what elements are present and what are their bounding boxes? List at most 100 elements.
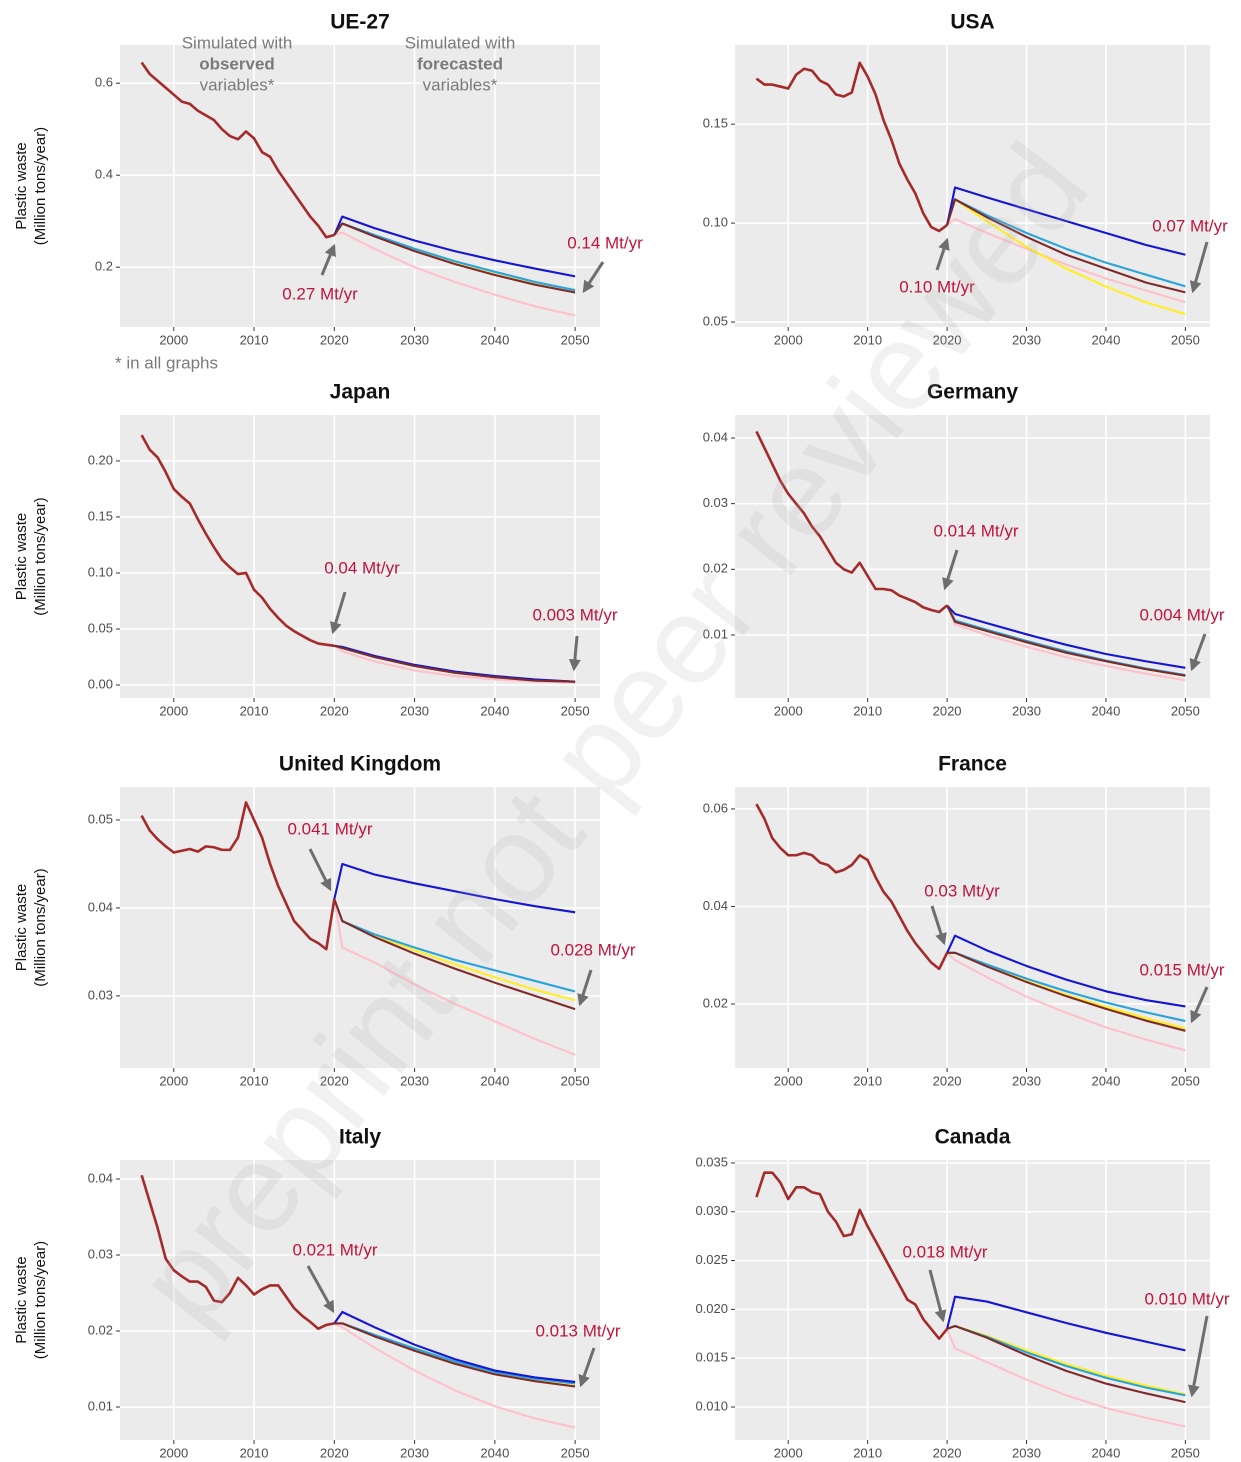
y-tick-label: 0.05: [703, 313, 728, 328]
x-tick-label: 2000: [159, 1073, 188, 1088]
series-line: [334, 644, 576, 683]
x-tick-label: 2040: [480, 1073, 509, 1088]
series-line: [946, 1328, 1186, 1428]
series-line: [755, 803, 949, 971]
x-tick-label: 2020: [320, 1445, 349, 1460]
annotation: 0.004 Mt/yr: [1139, 605, 1224, 624]
annotation: 0.015 Mt/yr: [1139, 960, 1224, 979]
annotation: 0.14 Mt/yr: [567, 233, 643, 252]
y-tick-label: 0.02: [88, 1322, 113, 1337]
x-tick-label: 2040: [1091, 703, 1120, 718]
x-tick-label: 2050: [561, 703, 590, 718]
series-line: [140, 801, 336, 951]
y-axis-label: Plastic waste: [13, 884, 30, 972]
x-tick-label: 2000: [774, 1445, 803, 1460]
x-tick-label: 2050: [561, 1073, 590, 1088]
y-axis-label: Plastic waste: [13, 142, 30, 230]
y-tick-label: 0.020: [695, 1301, 728, 1316]
y-tick-label: 0.20: [88, 452, 113, 467]
annotation: 0.27 Mt/yr: [282, 284, 358, 303]
series-line: [334, 1322, 576, 1388]
y-tick-label: 0.010: [695, 1398, 728, 1413]
period-note: variables*: [200, 75, 275, 94]
x-tick-label: 2020: [320, 1073, 349, 1088]
y-tick-label: 0.6: [95, 75, 113, 90]
annotation-arrow: [320, 243, 336, 276]
panel: 0.010 0.015 0.020 0.025 0.030 0.035 2000 2010 20…: [695, 1126, 1229, 1461]
y-axis-label: (Million tons/year): [32, 868, 49, 986]
chart-title: Canada: [935, 1126, 1011, 1149]
y-tick-label: 0.015: [695, 1350, 728, 1365]
annotation-arrow: [582, 261, 605, 294]
series-line: [333, 1310, 576, 1383]
x-tick-label: 2040: [480, 703, 509, 718]
x-tick-label: 2040: [1091, 1445, 1120, 1460]
annotation: 0.003 Mt/yr: [532, 605, 617, 624]
period-note: Simulated with: [182, 33, 293, 52]
series-line: [947, 951, 1186, 1032]
annotation: 0.013 Mt/yr: [535, 1321, 620, 1340]
annotation-arrow: [306, 1265, 335, 1314]
y-tick-label: 0.10: [703, 215, 728, 230]
series-line: [333, 898, 576, 1011]
series-line: [946, 952, 1186, 1052]
series-line: [946, 934, 1186, 1008]
x-tick-label: 2020: [933, 332, 962, 347]
annotation-arrow: [930, 905, 947, 946]
annotation-arrow: [577, 969, 593, 1007]
y-tick-label: 0.05: [88, 811, 113, 826]
panel: 0.2 0.4 0.6 2000 2010 2020 2030 2040 2050 UE-27 Pl…: [13, 11, 643, 373]
x-tick-label: 2000: [159, 1445, 188, 1460]
period-note: forecasted: [417, 54, 503, 73]
x-tick-label: 2040: [480, 332, 509, 347]
plot-background: [120, 415, 600, 698]
x-tick-label: 2050: [1171, 1073, 1200, 1088]
annotation: 0.07 Mt/yr: [1152, 216, 1228, 235]
y-tick-label: 0.04: [88, 899, 113, 914]
x-tick-label: 2010: [853, 1445, 882, 1460]
series-line: [946, 1295, 1186, 1352]
series-line: [755, 430, 948, 614]
annotation: 0.041 Mt/yr: [287, 819, 372, 838]
y-tick-label: 0.05: [88, 620, 113, 635]
y-tick-label: 0.00: [88, 676, 113, 691]
chart-title: United Kingdom: [279, 753, 441, 776]
x-tick-label: 2000: [159, 703, 188, 718]
plot-background: [735, 45, 1210, 327]
annotation-arrow: [1189, 633, 1207, 672]
annotation-arrow: [1189, 241, 1209, 294]
series-line: [946, 186, 1186, 256]
y-tick-label: 0.10: [88, 564, 113, 579]
x-tick-label: 2010: [853, 332, 882, 347]
y-tick-label: 0.4: [95, 167, 113, 182]
annotation-arrow: [935, 237, 950, 271]
annotation: 0.03 Mt/yr: [924, 881, 1000, 900]
annotation: 0.04 Mt/yr: [324, 558, 400, 577]
panel: 0.01 0.02 0.03 0.04 2000 2010 2020 2030 2040 2050…: [13, 1126, 621, 1461]
footnote: * in all graphs: [115, 353, 218, 372]
annotation-arrow: [578, 1347, 596, 1388]
y-axis-label: Plastic waste: [13, 513, 30, 601]
series-line: [333, 898, 576, 1056]
y-tick-label: 0.03: [88, 1246, 113, 1261]
annotation: 0.010 Mt/yr: [1144, 1289, 1229, 1308]
y-tick-label: 0.15: [88, 508, 113, 523]
series-line: [334, 644, 576, 683]
annotation: 0.018 Mt/yr: [902, 1242, 987, 1261]
annotation-arrow: [1190, 986, 1209, 1024]
series-line: [140, 1174, 335, 1331]
y-tick-label: 0.04: [703, 429, 728, 444]
x-tick-label: 2010: [240, 1073, 269, 1088]
annotation-arrow: [928, 1269, 947, 1323]
x-tick-label: 2030: [1012, 1445, 1041, 1460]
y-axis-label: (Million tons/year): [32, 1241, 49, 1359]
x-tick-label: 2050: [1171, 1445, 1200, 1460]
x-tick-label: 2030: [400, 703, 429, 718]
x-tick-label: 2030: [400, 1073, 429, 1088]
x-tick-label: 2050: [1171, 703, 1200, 718]
x-tick-label: 2010: [853, 703, 882, 718]
annotation: 0.014 Mt/yr: [933, 521, 1018, 540]
x-tick-label: 2040: [1091, 1073, 1120, 1088]
plot-background: [735, 787, 1210, 1068]
x-tick-label: 2030: [400, 1445, 429, 1460]
